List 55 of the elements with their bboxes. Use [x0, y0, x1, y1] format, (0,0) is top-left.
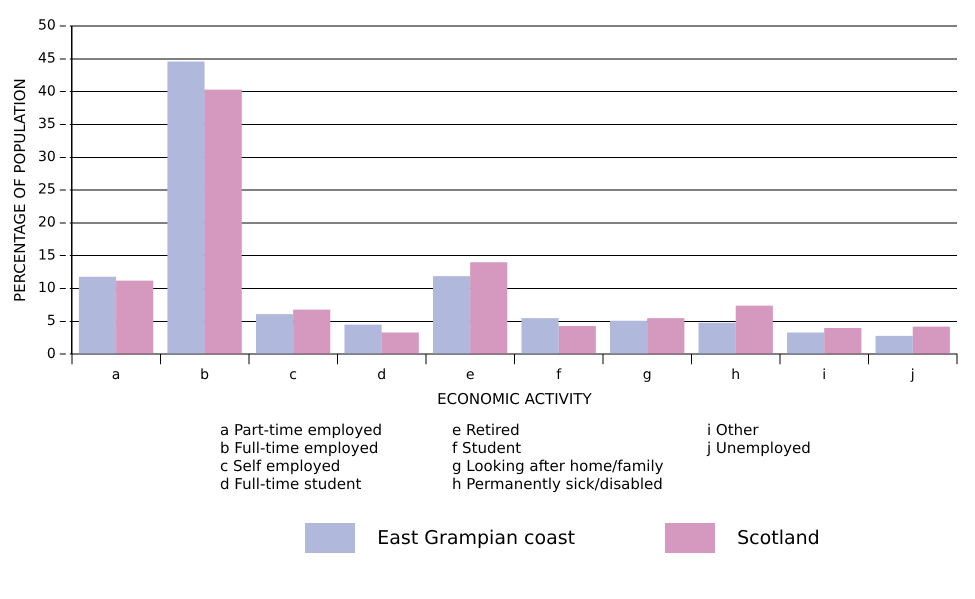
- bar: [698, 322, 736, 354]
- x-tick-label: f: [556, 367, 562, 384]
- legend-label: Scotland: [737, 527, 820, 549]
- bar: [876, 336, 913, 354]
- bar: [116, 280, 154, 354]
- text: g Looking after home/family: [452, 457, 665, 475]
- y-tick-label: 10: [38, 280, 56, 296]
- text: c Self employed: [220, 457, 342, 475]
- bar: [470, 262, 508, 354]
- text: f Student: [452, 439, 522, 457]
- bar: [787, 332, 824, 354]
- x-tick-label: i: [822, 367, 826, 384]
- bar: [736, 306, 773, 354]
- y-axis-title: PERCENTAGE OF POPULATION: [10, 78, 29, 302]
- y-tick-label: 5: [46, 313, 56, 330]
- text: h Permanently sick/disabled: [452, 475, 664, 493]
- bar: [78, 276, 116, 354]
- y-tick-label: 25: [38, 182, 56, 198]
- bar: [610, 320, 648, 354]
- x-tick-label: b: [200, 367, 210, 384]
- bar: [647, 318, 684, 354]
- y-tick-label: 45: [38, 50, 56, 66]
- y-tick-label: 15: [38, 247, 56, 264]
- x-axis-title: ECONOMIC ACTIVITY: [437, 390, 592, 408]
- text: a Part-time employed: [220, 421, 383, 439]
- bar: [256, 314, 294, 354]
- text: i Other: [707, 421, 760, 439]
- legend-label: East Grampian coast: [377, 527, 576, 549]
- x-tick-label: a: [112, 367, 120, 384]
- y-tick-label: 50: [38, 18, 56, 34]
- x-tick-label: e: [466, 367, 474, 384]
- text: b Full-time employed: [220, 439, 380, 457]
- text: j Unemployed: [707, 439, 812, 457]
- x-tick-label: j: [910, 367, 915, 384]
- bar: [521, 318, 559, 354]
- y-tick-label: 0: [46, 346, 56, 362]
- x-tick-label: d: [377, 367, 386, 384]
- bar: [204, 90, 242, 354]
- x-tick-label: c: [289, 367, 297, 384]
- y-tick-label: 20: [38, 214, 56, 231]
- x-tick-label: h: [731, 367, 740, 384]
- bar: [382, 332, 419, 354]
- y-tick-label: 35: [38, 116, 56, 132]
- bar: [293, 310, 330, 354]
- bar: [344, 324, 382, 354]
- x-tick-label: g: [642, 367, 652, 384]
- y-tick-label: 40: [38, 83, 56, 100]
- bar: [558, 326, 596, 354]
- text: e Retired: [452, 421, 521, 439]
- bar: [432, 276, 470, 354]
- bar: [824, 328, 862, 354]
- bar: [912, 326, 950, 354]
- y-tick-label: 30: [38, 148, 56, 165]
- text: d Full-time student: [220, 475, 362, 493]
- bar: [167, 61, 205, 354]
